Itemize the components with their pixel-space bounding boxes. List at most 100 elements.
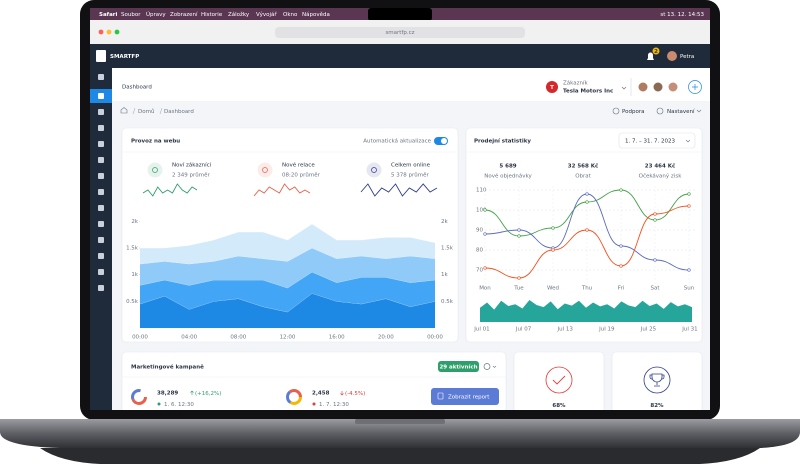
stat-label: Nové relace [282,162,315,169]
point [653,218,657,222]
donut [286,389,302,405]
sparkline [253,183,311,197]
stat-icon [262,167,268,173]
area-layer [140,293,435,328]
menu-item[interactable]: Záložky [228,11,250,18]
y-tick-label: 2k [131,219,138,225]
status-dot [312,402,316,406]
camera-notch [368,8,432,21]
up-arrow [190,390,194,395]
sidebar-icon[interactable] [98,237,104,243]
bell[interactable] [647,52,654,61]
y-tick-label: 70 [476,268,483,274]
area-layer [140,248,435,288]
sidebar-icon[interactable] [98,285,104,291]
stat-label: Očekávaný zisk [639,173,683,180]
window-minimize[interactable] [106,29,112,35]
report-button[interactable] [431,388,499,405]
avatar[interactable] [652,81,664,93]
settings[interactable]: Nastavení [667,108,695,115]
user-avatar[interactable] [667,51,677,61]
sidebar-icon[interactable] [98,125,104,131]
window-close[interactable] [98,29,104,35]
window-zoom[interactable] [114,29,120,35]
chevron[interactable] [492,365,497,368]
app-header [90,44,710,68]
kpi-ring [545,366,573,394]
notification-count: 2 [654,49,658,55]
stat-value: 32 568 Kč [568,163,599,170]
donut [131,389,147,405]
trophy-icon [649,373,665,387]
x-tick-label: Jul 13 [557,327,574,333]
sidebar-icon[interactable] [98,253,104,259]
sidebar-icon[interactable] [98,205,104,211]
card-title: Provoz na webu [131,139,180,145]
stat-value: 23 464 Kč [645,163,676,170]
sparkline [360,183,438,197]
sidebar-icon[interactable] [98,157,104,163]
url: smartfp.cz [385,30,414,36]
sales-card [465,127,703,343]
menu-items: Safari Soubor Úpravy Zobrazení Historie Zálož… [99,11,330,18]
y-tick-label: 100 [476,208,487,214]
menu-item[interactable]: Úpravy [146,11,166,18]
settings-icon [656,107,664,115]
avatar[interactable] [667,81,679,93]
menu-item[interactable]: Historie [201,12,223,18]
y2-tick-label: 0.5k [441,299,454,305]
chevron[interactable] [696,109,702,113]
y-tick-label: 90 [476,228,483,234]
point [585,192,589,196]
support[interactable]: Podpora [622,109,644,115]
screen: Safari Soubor Úpravy Zobrazení Historie Zálož… [90,8,710,410]
date-picker[interactable] [618,132,696,149]
sidebar-icon[interactable] [98,269,104,275]
x-tick-label: 00:00 [132,335,148,341]
area-layer [140,272,435,312]
customer-name[interactable]: Tesla Motors Inc [563,89,613,95]
menu-item[interactable]: Zobrazení [170,11,198,18]
point [619,244,623,248]
breadcrumb-item: Dashboard [164,109,194,115]
user-name[interactable]: Petra [680,54,694,60]
chevron [685,139,691,143]
status-dot [157,402,161,406]
gear[interactable] [483,363,491,370]
stat-label: Celkem online [391,163,431,169]
stat-label: Obrat [575,174,591,180]
menu-item[interactable]: Nápověda [302,11,330,18]
menu-item[interactable]: Safari [99,12,117,18]
sidebar-icon[interactable] [98,74,104,80]
menu-item[interactable]: Vývojář [256,11,277,18]
x-tick-label: 00:00 [427,335,443,341]
menu-item[interactable]: Soubor [121,12,141,18]
page-title: Dashboard [122,85,152,91]
sidebar-icon[interactable] [98,189,104,195]
breadcrumb-item[interactable]: Domů [138,108,154,115]
address-bar[interactable] [275,27,525,38]
customer-logo [546,81,558,93]
sidebar-icons [98,74,104,291]
sidebar-icon[interactable] [98,93,104,99]
campaign-date: 1. 6. 12:30 [164,402,194,408]
sidebar-icon[interactable] [98,221,104,227]
card-title: Prodejní statistiky [474,138,531,145]
area-layer [140,224,435,264]
avatar[interactable] [637,81,649,93]
campaigns-card [121,351,507,410]
stat-icon-bg [366,162,382,178]
sidebar-icon[interactable] [98,109,104,115]
campaign-value: 2,458 [312,391,330,397]
sidebar-icon[interactable] [98,173,104,179]
chevron[interactable] [621,86,627,90]
x-tick-label: Sun [684,286,695,292]
point [517,234,521,238]
sidebar-icon[interactable] [98,141,104,147]
toggle-knob [441,138,447,144]
menu-item[interactable]: Okno [283,12,298,18]
home-icon[interactable] [120,107,128,114]
stat-icon-bg [257,162,273,178]
point [619,188,623,192]
breadcrumb-separator [132,107,163,115]
